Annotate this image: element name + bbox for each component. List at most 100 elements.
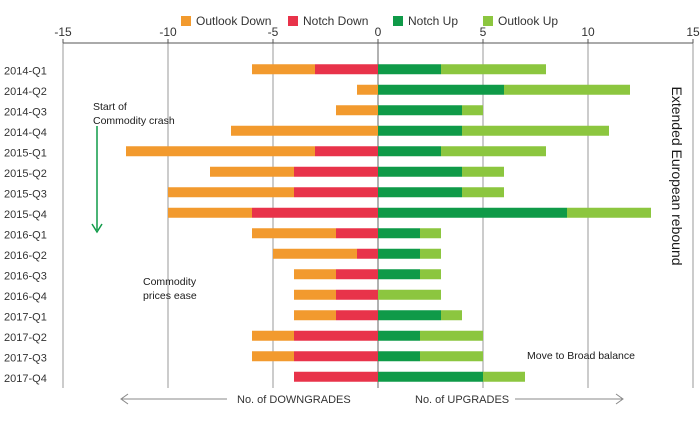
bar-outlook-down-2016-q1	[252, 228, 336, 239]
bar-outlook-up-2015-q3	[462, 187, 504, 198]
legend-label: Notch Up	[408, 14, 458, 28]
x-tick-label: -10	[159, 25, 177, 39]
category-label: 2017-Q3	[4, 352, 47, 364]
category-labels: 2014-Q1 2014-Q2 2014-Q3 2014-Q4 2015-Q1 2015-…	[4, 65, 47, 385]
bars	[126, 64, 651, 382]
bar-outlook-up-2017-q1	[441, 310, 462, 321]
downgrades-arrow-head	[120, 393, 129, 405]
category-label: 2014-Q2	[4, 86, 47, 98]
bar-notch-down-2015-q2	[294, 166, 378, 177]
x-tick-label: 5	[480, 25, 487, 39]
bar-notch-up-2017-q3	[378, 351, 420, 362]
bar-notch-down-2015-q3	[294, 187, 378, 198]
grid	[62, 43, 694, 388]
bar-notch-up-2014-q4	[378, 125, 462, 136]
legend-item-notch-up: Notch Up	[393, 14, 458, 28]
bar-outlook-down-2015-q2	[210, 166, 294, 177]
bar-notch-down-2017-q2	[294, 330, 378, 341]
category-label: 2016-Q1	[4, 229, 47, 241]
category-label: 2014-Q1	[4, 65, 47, 77]
category-label: 2017-Q1	[4, 311, 47, 323]
category-label: 2016-Q3	[4, 270, 47, 282]
category-label: 2015-Q4	[4, 209, 47, 221]
bar-outlook-down-2014-q4	[231, 125, 378, 136]
bar-notch-down-2015-q1	[315, 146, 378, 157]
bar-outlook-up-2015-q4	[567, 207, 651, 218]
category-label: 2014-Q3	[4, 106, 47, 118]
bar-notch-up-2015-q2	[378, 166, 462, 177]
bar-outlook-up-2016-q4	[378, 289, 441, 300]
category-label: 2014-Q4	[4, 127, 47, 139]
commodity-crash-annotation: Start of Commodity crash	[91, 101, 175, 234]
bar-notch-up-2014-q3	[378, 105, 462, 116]
bar-notch-up-2016-q3	[378, 269, 420, 280]
bar-notch-up-2015-q1	[378, 146, 441, 157]
category-label: 2015-Q1	[4, 147, 47, 159]
bar-outlook-down-2014-q2	[357, 84, 378, 95]
x-tick-label: 15	[686, 25, 700, 39]
bar-outlook-down-2015-q1	[126, 146, 315, 157]
bar-outlook-up-2017-q4	[483, 371, 525, 382]
bar-outlook-up-2017-q3	[420, 351, 483, 362]
bar-outlook-up-2014-q4	[462, 125, 609, 136]
bar-outlook-up-2016-q1	[420, 228, 441, 239]
bar-notch-down-2016-q4	[336, 289, 378, 300]
legend-swatch	[483, 16, 493, 26]
legend-swatch	[181, 16, 191, 26]
x-axis: -15 -10 -5 0 5 10 15	[54, 25, 700, 44]
bar-outlook-down-2017-q2	[252, 330, 294, 341]
bar-outlook-up-2014-q2	[504, 84, 630, 95]
european-rebound-label: Extended European rebound	[669, 86, 685, 265]
direction-indicators: No. of DOWNGRADES No. of UPGRADES	[120, 393, 624, 406]
legend-label: Notch Down	[303, 14, 368, 28]
downgrades-label: No. of DOWNGRADES	[237, 394, 351, 406]
legend-label: Outlook Up	[498, 14, 558, 28]
legend: Outlook Down Notch Down Notch Up Outlook Up	[181, 14, 558, 28]
bar-notch-up-2017-q1	[378, 310, 441, 321]
x-tick-label: 10	[581, 25, 595, 39]
legend-swatch	[393, 16, 403, 26]
upgrades-label: No. of UPGRADES	[415, 394, 509, 406]
broad-balance-annotation: Move to Broad balance	[527, 350, 635, 362]
x-tick-label: 0	[375, 25, 382, 39]
bar-outlook-down-2017-q3	[252, 351, 294, 362]
bar-notch-up-2017-q4	[378, 371, 483, 382]
bar-notch-down-2017-q3	[294, 351, 378, 362]
bar-outlook-up-2015-q1	[441, 146, 546, 157]
x-tick-label: -15	[54, 25, 72, 39]
bar-outlook-up-2015-q2	[462, 166, 504, 177]
category-label: 2015-Q3	[4, 188, 47, 200]
bar-outlook-down-2016-q3	[294, 269, 336, 280]
bar-notch-up-2016-q2	[378, 248, 420, 259]
legend-swatch	[288, 16, 298, 26]
category-label: 2017-Q4	[4, 373, 47, 385]
upgrades-arrow-head	[615, 393, 624, 405]
category-label: 2017-Q2	[4, 332, 47, 344]
category-label: 2016-Q4	[4, 291, 47, 303]
bar-notch-up-2015-q3	[378, 187, 462, 198]
bar-outlook-down-2017-q1	[294, 310, 336, 321]
ease-annotation-line2: prices ease	[143, 290, 197, 302]
bar-outlook-down-2015-q4	[168, 207, 252, 218]
bar-outlook-down-2016-q2	[273, 248, 357, 259]
bar-outlook-up-2014-q3	[462, 105, 483, 116]
legend-item-outlook-up: Outlook Up	[483, 14, 558, 28]
bar-outlook-up-2016-q3	[420, 269, 441, 280]
bar-notch-up-2015-q4	[378, 207, 567, 218]
bar-notch-up-2014-q2	[378, 84, 504, 95]
legend-item-notch-down: Notch Down	[288, 14, 368, 28]
bar-notch-down-2016-q2	[357, 248, 378, 259]
legend-label: Outlook Down	[196, 14, 271, 28]
category-label: 2016-Q2	[4, 250, 47, 262]
bar-outlook-down-2015-q3	[168, 187, 294, 198]
commodity-ease-annotation: Commodity prices ease	[143, 276, 197, 302]
x-tick-label: -5	[268, 25, 279, 39]
bar-outlook-down-2016-q4	[294, 289, 336, 300]
bar-outlook-down-2014-q3	[336, 105, 378, 116]
bar-notch-down-2014-q1	[315, 64, 378, 75]
bar-notch-down-2015-q4	[252, 207, 378, 218]
bar-notch-up-2014-q1	[378, 64, 441, 75]
category-label: 2015-Q2	[4, 168, 47, 180]
bar-notch-down-2017-q1	[336, 310, 378, 321]
